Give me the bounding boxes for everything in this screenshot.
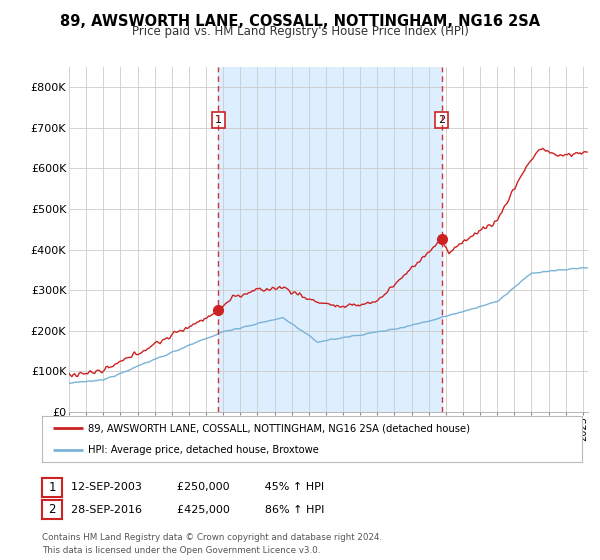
Text: 89, AWSWORTH LANE, COSSALL, NOTTINGHAM, NG16 2SA: 89, AWSWORTH LANE, COSSALL, NOTTINGHAM, …: [60, 14, 540, 29]
Text: 28-SEP-2016          £425,000          86% ↑ HPI: 28-SEP-2016 £425,000 86% ↑ HPI: [71, 505, 324, 515]
Bar: [218, 67, 442, 412]
Text: 1: 1: [49, 480, 56, 494]
Text: 12-SEP-2003          £250,000          45% ↑ HPI: 12-SEP-2003 £250,000 45% ↑ HPI: [71, 482, 324, 492]
Text: 2: 2: [438, 115, 445, 125]
Text: 89, AWSWORTH LANE, COSSALL, NOTTINGHAM, NG16 2SA (detached house): 89, AWSWORTH LANE, COSSALL, NOTTINGHAM, …: [88, 423, 470, 433]
Text: Price paid vs. HM Land Registry's House Price Index (HPI): Price paid vs. HM Land Registry's House …: [131, 25, 469, 38]
Text: Contains HM Land Registry data © Crown copyright and database right 2024.
This d: Contains HM Land Registry data © Crown c…: [42, 533, 382, 554]
Text: HPI: Average price, detached house, Broxtowe: HPI: Average price, detached house, Brox…: [88, 445, 319, 455]
Text: 1: 1: [215, 115, 222, 125]
Text: 2: 2: [49, 503, 56, 516]
